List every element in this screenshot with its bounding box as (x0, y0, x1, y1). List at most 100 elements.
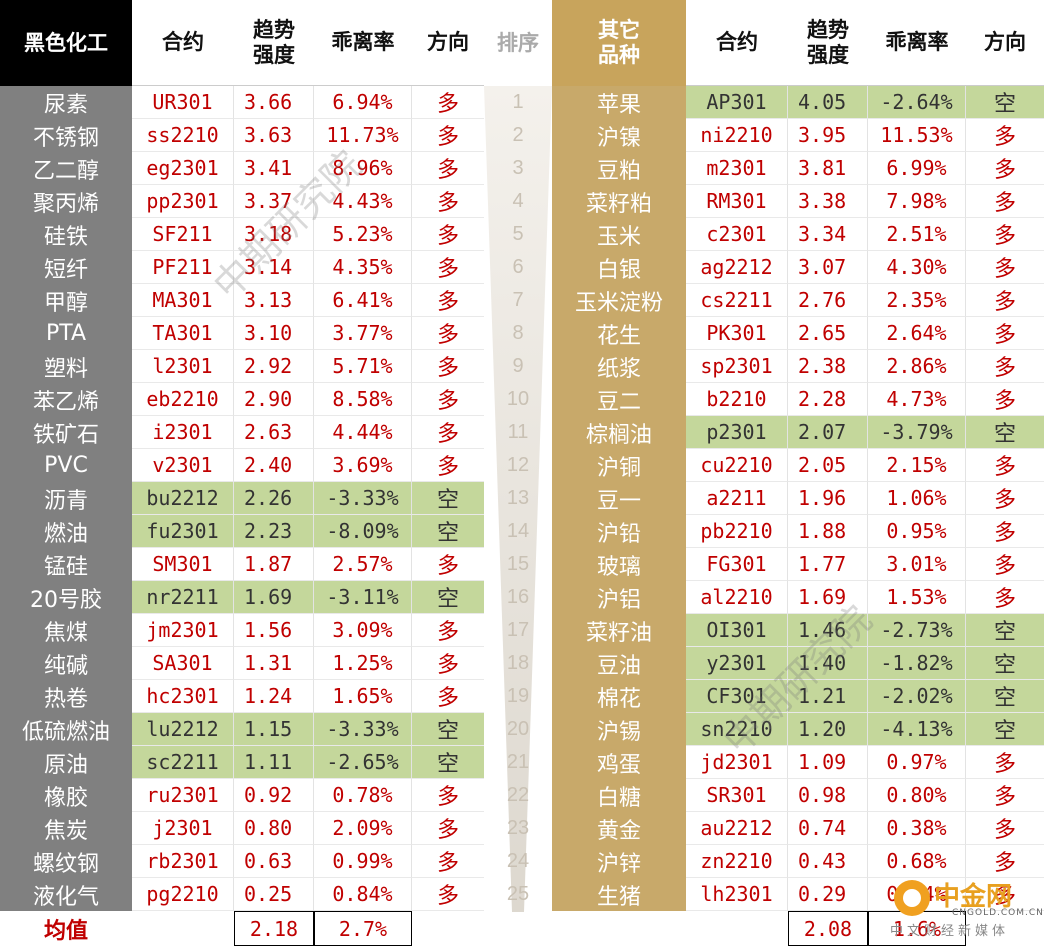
direction-cell: 空 (412, 713, 484, 746)
strength-cell: 3.14 (234, 251, 314, 284)
strength-cell: 3.81 (788, 152, 868, 185)
strength-cell: 1.40 (788, 647, 868, 680)
strength-cell: 1.77 (788, 548, 868, 581)
deviation-cell: -3.79% (868, 416, 966, 449)
strength-cell: 0.43 (788, 845, 868, 878)
contract-cell: p2301 (686, 416, 788, 449)
rank-number: 21 (506, 751, 530, 773)
deviation-cell: 4.73% (868, 383, 966, 416)
deviation-cell: 3.01% (868, 548, 966, 581)
strength-cell: 3.10 (234, 317, 314, 350)
deviation-cell: -4.13% (868, 713, 966, 746)
strength-cell: 1.15 (234, 713, 314, 746)
direction-cell: 多 (412, 845, 484, 878)
left-item-name: 沥青 (0, 482, 132, 515)
right-item-name: 沪铜 (552, 449, 686, 482)
strength-cell: 2.92 (234, 350, 314, 383)
left-average-strength: 2.18 (234, 911, 314, 946)
deviation-cell: -2.02% (868, 680, 966, 713)
contract-cell: al2210 (686, 581, 788, 614)
direction-cell: 多 (966, 119, 1044, 152)
left-item-name: 尿素 (0, 86, 132, 119)
deviation-cell: 6.41% (314, 284, 412, 317)
contract-cell: pb2210 (686, 515, 788, 548)
direction-cell: 多 (412, 86, 484, 119)
direction-cell: 空 (966, 86, 1044, 119)
direction-cell: 多 (966, 515, 1044, 548)
direction-cell: 多 (966, 317, 1044, 350)
direction-cell: 多 (412, 647, 484, 680)
rank-number: 18 (506, 652, 530, 674)
strength-cell: 0.29 (788, 878, 868, 911)
right-item-name: 沪铅 (552, 515, 686, 548)
left-item-name: 焦炭 (0, 812, 132, 845)
left-item-name: 乙二醇 (0, 152, 132, 185)
strength-cell: 0.25 (234, 878, 314, 911)
deviation-cell: 0.68% (868, 845, 966, 878)
rank-number: 10 (506, 388, 530, 410)
direction-cell: 多 (412, 284, 484, 317)
contract-cell: j2301 (132, 812, 234, 845)
right-item-name: 沪锌 (552, 845, 686, 878)
contract-cell: cu2210 (686, 449, 788, 482)
left-item-name: 硅铁 (0, 218, 132, 251)
right-strength-header-line1: 趋势 (807, 17, 849, 42)
left-group-header: 黑色化工 (0, 0, 132, 86)
logo-tagline: 中文财经新媒体 (890, 924, 1010, 939)
right-group-header-line1: 其它 (598, 18, 640, 42)
deviation-cell: 2.35% (868, 284, 966, 317)
direction-cell: 多 (412, 317, 484, 350)
deviation-cell: -3.33% (314, 482, 412, 515)
left-item-name: PVC (0, 449, 132, 482)
contract-cell: FG301 (686, 548, 788, 581)
deviation-cell: 4.43% (314, 185, 412, 218)
contract-cell: nr2211 (132, 581, 234, 614)
contract-cell: MA301 (132, 284, 234, 317)
contract-cell: zn2210 (686, 845, 788, 878)
right-item-name: 苹果 (552, 86, 686, 119)
strength-cell: 1.11 (234, 746, 314, 779)
deviation-cell: 8.58% (314, 383, 412, 416)
direction-cell: 多 (412, 812, 484, 845)
left-strength-header-line1: 趋势 (253, 17, 295, 42)
deviation-cell: 0.84% (314, 878, 412, 911)
contract-cell: lu2212 (132, 713, 234, 746)
right-item-name: 豆一 (552, 482, 686, 515)
deviation-cell: -2.65% (314, 746, 412, 779)
contract-cell: eg2301 (132, 152, 234, 185)
left-item-name: PTA (0, 317, 132, 350)
deviation-cell: 4.35% (314, 251, 412, 284)
rank-number: 12 (506, 454, 530, 476)
left-item-name: 螺纹钢 (0, 845, 132, 878)
strength-cell: 1.69 (788, 581, 868, 614)
contract-cell: CF301 (686, 680, 788, 713)
left-item-name: 热卷 (0, 680, 132, 713)
deviation-cell: 3.09% (314, 614, 412, 647)
contract-cell: v2301 (132, 449, 234, 482)
direction-cell: 多 (412, 152, 484, 185)
strength-cell: 3.13 (234, 284, 314, 317)
rank-number: 6 (512, 256, 524, 278)
direction-cell: 多 (966, 482, 1044, 515)
contract-cell: sc2211 (132, 746, 234, 779)
contract-cell: a2211 (686, 482, 788, 515)
strength-cell: 0.98 (788, 779, 868, 812)
rank-number: 22 (506, 784, 530, 806)
left-item-name: 20号胶 (0, 581, 132, 614)
logo-name: 中金网 (934, 882, 1013, 912)
right-item-name: 棕榈油 (552, 416, 686, 449)
strength-cell: 2.40 (234, 449, 314, 482)
direction-cell: 多 (966, 779, 1044, 812)
strength-cell: 1.96 (788, 482, 868, 515)
contract-cell: eb2210 (132, 383, 234, 416)
right-item-name: 鸡蛋 (552, 746, 686, 779)
direction-cell: 多 (966, 845, 1044, 878)
strength-cell: 1.87 (234, 548, 314, 581)
direction-cell: 空 (966, 416, 1044, 449)
direction-cell: 多 (966, 746, 1044, 779)
rank-number: 4 (512, 190, 524, 212)
left-item-name: 液化气 (0, 878, 132, 911)
contract-cell: SA301 (132, 647, 234, 680)
direction-cell: 多 (966, 185, 1044, 218)
strength-cell: 0.80 (234, 812, 314, 845)
